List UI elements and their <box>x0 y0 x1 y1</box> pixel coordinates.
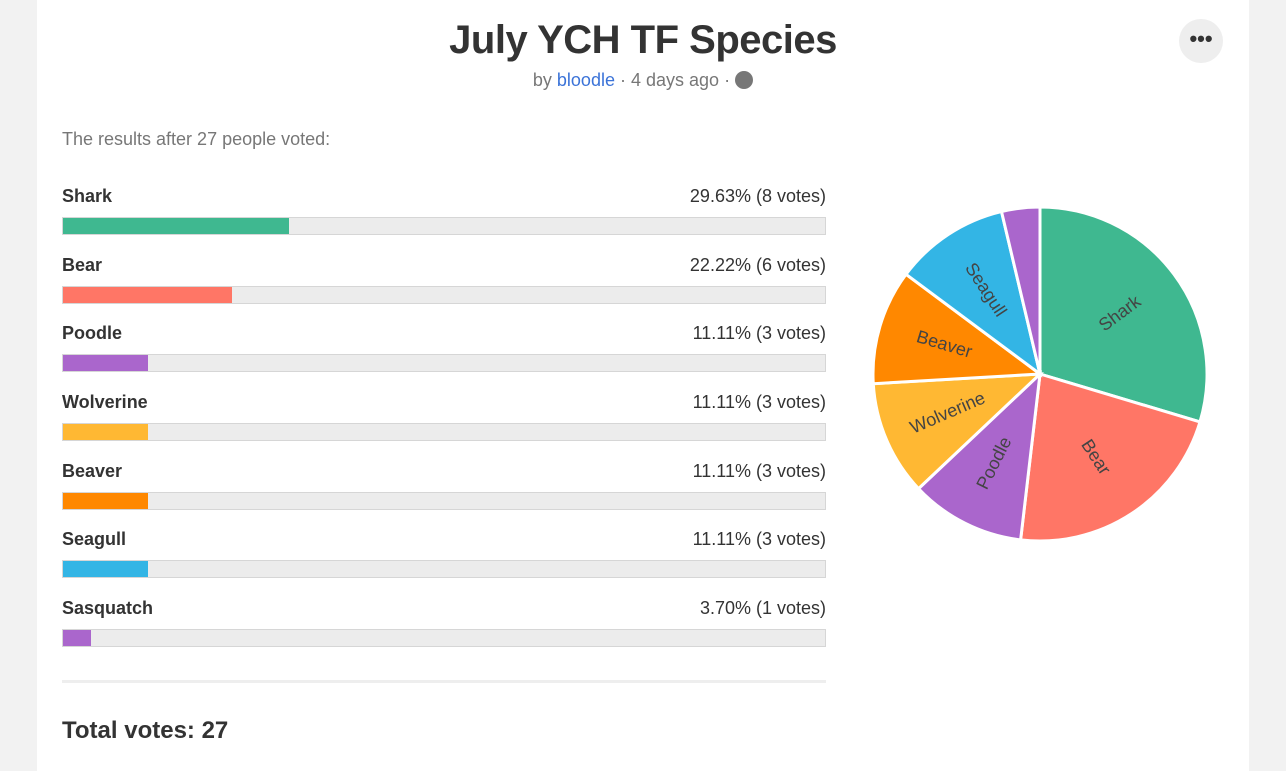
more-options-button[interactable]: ••• <box>1179 19 1223 63</box>
results-intro: The results after 27 people voted: <box>62 129 331 149</box>
poll-title: July YCH TF Species <box>449 18 837 62</box>
pie-slice-shark <box>1038 205 1209 424</box>
divider <box>62 680 826 683</box>
result-bar-fill <box>63 424 148 441</box>
timestamp: 4 days ago <box>631 70 720 90</box>
result-bar-track <box>62 423 826 442</box>
poll-meta: by bloodle · 4 days ago · <box>37 70 1249 91</box>
result-option: Seagull 11.11% (3 votes) <box>62 529 826 598</box>
option-result: 11.11% (3 votes) <box>692 460 826 481</box>
option-name: Wolverine <box>62 392 148 413</box>
result-bar-track <box>62 491 826 510</box>
result-option: Shark 29.63% (8 votes) <box>62 186 826 255</box>
result-bar-fill <box>63 492 148 509</box>
author-link[interactable]: bloodle <box>556 70 615 90</box>
result-bar-fill <box>63 218 289 234</box>
result-option: Bear 22.22% (6 votes) <box>62 255 826 324</box>
poll-card: July YCH TF Species by bloodle · 4 days … <box>37 0 1249 771</box>
option-result: 11.11% (3 votes) <box>692 392 826 413</box>
result-bar-fill <box>63 630 92 647</box>
result-option: Poodle 11.11% (3 votes) <box>62 323 826 392</box>
separator: · <box>619 70 626 90</box>
result-bar-fill <box>63 286 233 303</box>
option-name: Beaver <box>62 460 123 481</box>
total-votes: Total votes: 27 <box>62 717 229 744</box>
option-result: 3.70% (1 votes) <box>699 598 826 619</box>
pie-slice-sasquatch <box>999 205 1042 375</box>
globe-icon <box>735 71 754 89</box>
option-name: Sasquatch <box>62 598 154 619</box>
option-result: 22.22% (6 votes) <box>689 254 826 275</box>
result-bar-track <box>62 285 826 304</box>
result-option: Wolverine 11.11% (3 votes) <box>62 392 826 461</box>
result-option: Beaver 11.11% (3 votes) <box>62 461 826 530</box>
option-name: Poodle <box>62 323 123 344</box>
option-name: Shark <box>62 186 113 206</box>
results-list: Shark 29.63% (8 votes) Bear 22.22% (6 votes… <box>62 186 826 667</box>
pie-slice-wolverine <box>871 372 1045 491</box>
result-bar-fill <box>63 355 148 372</box>
result-bar-track <box>62 217 826 235</box>
result-bar-fill <box>63 561 148 578</box>
result-bar-track <box>62 629 826 648</box>
option-result: 11.11% (3 votes) <box>692 529 826 550</box>
separator: · <box>724 70 731 90</box>
pie-slice-beaver <box>871 272 1045 386</box>
by-label: by <box>532 70 552 90</box>
option-result: 11.11% (3 votes) <box>692 323 826 344</box>
result-option: Sasquatch 3.70% (1 votes) <box>62 598 826 667</box>
option-name: Seagull <box>62 529 127 550</box>
result-bar-track <box>62 560 826 579</box>
result-bar-track <box>62 354 826 373</box>
option-result: 29.63% (8 votes) <box>689 186 826 206</box>
option-name: Bear <box>62 254 103 275</box>
pie-slice-seagull <box>903 209 1043 378</box>
pie-slice-poodle <box>916 370 1042 542</box>
pie-slice-bear <box>1018 372 1202 543</box>
